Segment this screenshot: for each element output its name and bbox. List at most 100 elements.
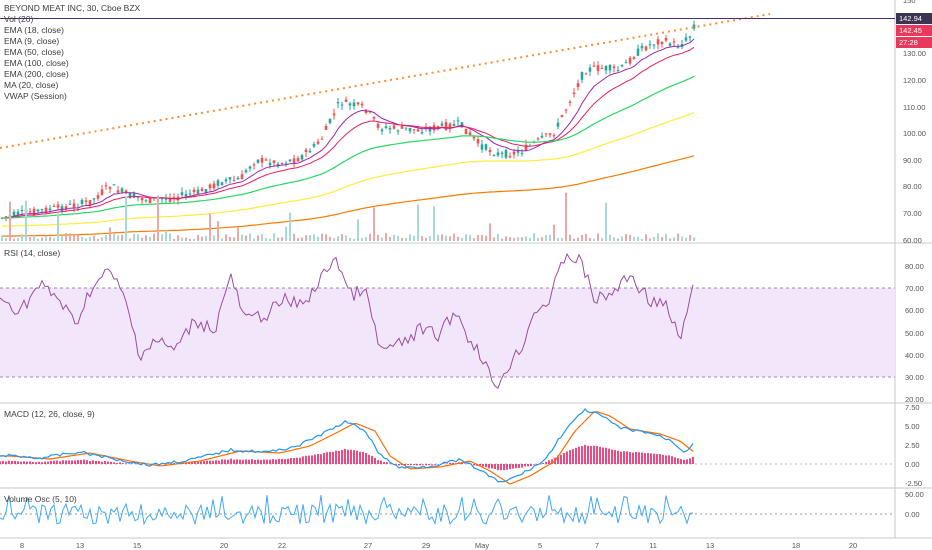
volume-bar — [65, 233, 67, 241]
volume-bar — [25, 200, 27, 241]
legend-ema18[interactable]: EMA (18, close) — [4, 25, 64, 35]
legend-ema9[interactable]: EMA (9, close) — [4, 36, 60, 46]
legend-ma20[interactable]: MA (20, close) — [4, 80, 59, 90]
volume-bar — [213, 235, 215, 241]
macd-hist-bar — [80, 459, 82, 464]
macd-hist-bar — [365, 453, 367, 464]
candle-body — [196, 189, 200, 194]
legend-ema200[interactable]: EMA (200, close) — [4, 69, 69, 79]
candle-body — [300, 155, 304, 160]
volume-bar — [605, 202, 607, 241]
candle-body — [640, 45, 644, 49]
macd-hist-bar — [668, 455, 670, 464]
ema9-line — [1, 38, 695, 219]
volume-bar — [385, 233, 387, 241]
macd-hist-bar — [26, 461, 28, 464]
rsi-pane-label[interactable]: RSI (14, close) — [4, 248, 61, 258]
candle-body — [604, 65, 608, 71]
volume-bar — [261, 234, 263, 241]
macd-hist-bar — [461, 462, 463, 464]
macd-hist-bar — [341, 450, 343, 464]
rsi-tick-label: 60.00 — [905, 306, 924, 315]
candle-body — [576, 83, 580, 87]
legend-ema100[interactable]: EMA (100, close) — [4, 58, 69, 68]
candle-body — [688, 36, 692, 38]
candle-body — [684, 37, 688, 41]
candle-body — [476, 139, 480, 144]
volume-bar — [425, 237, 427, 241]
candle-body — [448, 123, 452, 130]
volume-bar — [129, 238, 131, 241]
macd-hist-bar — [230, 458, 232, 464]
ema200-line — [2, 155, 695, 237]
candle-body — [40, 209, 44, 211]
volume-osc-pane-label[interactable]: Volume Osc (5, 10) — [4, 494, 77, 504]
candle-body — [460, 122, 464, 128]
time-tick-label: 5 — [538, 541, 542, 550]
volume-bar — [237, 227, 239, 241]
candle-body — [228, 177, 232, 180]
candle-body — [164, 198, 168, 200]
candle-body — [212, 183, 216, 189]
macd-hist-bar — [188, 462, 190, 464]
macd-hist-bar — [71, 460, 73, 464]
macd-hist-bar — [500, 464, 502, 471]
legend-vol[interactable]: Vol (20) — [4, 14, 34, 24]
macd-hist-bar — [89, 461, 91, 464]
macd-hist-bar — [248, 459, 250, 464]
macd-hist-bar — [482, 464, 484, 467]
candle-body — [48, 208, 52, 211]
candle-body — [260, 157, 264, 163]
candle-body — [332, 113, 336, 116]
macd-tick-label: 0.00 — [905, 460, 920, 469]
macd-hist-bar — [620, 451, 622, 464]
candle-body — [416, 129, 420, 132]
candle-body — [4, 216, 8, 218]
candle-body — [504, 150, 508, 158]
candle-body — [388, 127, 392, 130]
legend-vwap[interactable]: VWAP (Session) — [4, 91, 67, 101]
candle-body — [168, 197, 172, 202]
candle-body — [408, 128, 412, 132]
volume-bar — [145, 235, 147, 241]
rsi-tick-label: 40.00 — [905, 351, 924, 360]
macd-hist-bar — [356, 450, 358, 464]
candle-body — [264, 159, 268, 161]
price-tick-label: 100.00 — [903, 129, 926, 138]
macd-pane-label[interactable]: MACD (12, 26, close, 9) — [4, 409, 95, 419]
macd-hist-bar — [596, 446, 598, 464]
macd-hist-bar — [92, 460, 94, 464]
macd-hist-bar — [5, 461, 7, 464]
volume-bar — [205, 235, 207, 241]
candle-body — [280, 162, 284, 164]
time-tick-label: 11 — [649, 541, 657, 550]
volume-bar — [341, 234, 343, 241]
candle-body — [496, 152, 500, 156]
macd-hist-bar — [269, 459, 271, 464]
macd-hist-bar — [371, 455, 373, 464]
candle-body — [200, 188, 204, 192]
volume-bar — [517, 237, 519, 241]
candle-body — [220, 182, 224, 185]
macd-hist-bar — [242, 459, 244, 464]
macd-hist-bar — [134, 463, 136, 464]
volume-bar — [533, 233, 535, 241]
volume-bar — [429, 236, 431, 241]
macd-hist-bar — [317, 453, 319, 464]
candle-body — [580, 72, 584, 80]
volume-bar — [105, 235, 107, 241]
macd-hist-bar — [191, 462, 193, 464]
macd-hist-bar — [503, 464, 505, 471]
macd-hist-bar — [20, 461, 22, 464]
macd-hist-bar — [380, 460, 382, 464]
macd-tick-label: 5.00 — [905, 422, 920, 431]
candle-body — [180, 192, 184, 196]
macd-hist-bar — [506, 464, 508, 470]
legend-ema50[interactable]: EMA (50, close) — [4, 47, 64, 57]
macd-hist-bar — [302, 456, 304, 464]
candle-body — [456, 120, 460, 122]
candle-body — [596, 65, 600, 72]
candle-body — [316, 141, 320, 144]
macd-hist-bar — [206, 460, 208, 464]
